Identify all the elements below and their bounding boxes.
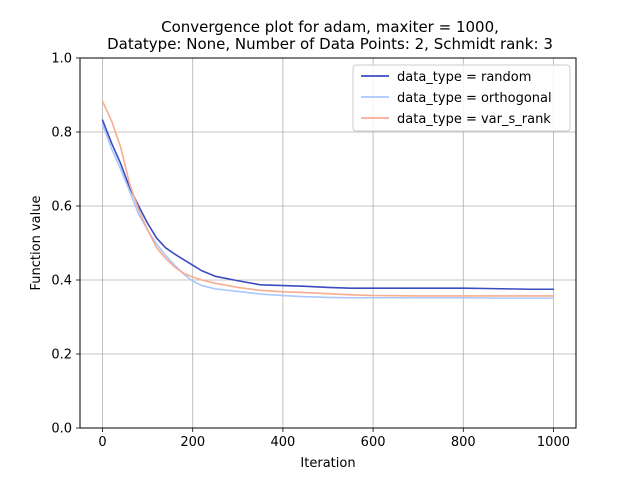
x-tick-label: 600	[361, 435, 386, 450]
plot-frame	[79, 57, 577, 429]
legend-label-random: data_type = random	[397, 70, 531, 85]
grid	[80, 57, 576, 429]
y-axis-label: Function value	[29, 196, 44, 291]
y-tick-label: 0.8	[51, 126, 72, 141]
x-tick-label: 1000	[537, 435, 570, 450]
chart-title-line-2: Datatype: None, Number of Data Points: 2…	[107, 35, 553, 53]
ticks: 0 200 400 600 800 1000 0.0 0.2 0.4 0.6 0.8 1.0	[51, 52, 570, 451]
x-axis-label: Iteration	[300, 456, 355, 471]
series-line-var-s-rank	[101, 100, 555, 297]
x-tick-label: 800	[451, 435, 476, 450]
y-tick-label: 1.0	[51, 52, 72, 67]
y-tick-label: 0.6	[51, 200, 72, 215]
series-lines	[101, 100, 555, 299]
series-line-random	[101, 119, 555, 291]
x-tick-label: 0	[98, 435, 106, 450]
legend-label-orthogonal: data_type = orthogonal	[397, 91, 552, 106]
chart-title-line-1: Convergence plot for adam, maxiter = 100…	[161, 18, 499, 36]
y-tick-label: 0.0	[51, 422, 72, 437]
x-tick-label: 400	[270, 435, 295, 450]
series-line-orthogonal	[101, 123, 555, 299]
y-tick-label: 0.4	[51, 274, 72, 289]
legend: data_type = random data_type = orthogona…	[352, 64, 571, 132]
legend-box	[352, 64, 571, 132]
x-tick-label: 200	[180, 435, 205, 450]
legend-label-var-s-rank: data_type = var_s_rank	[397, 112, 551, 127]
y-tick-label: 0.2	[51, 348, 72, 363]
